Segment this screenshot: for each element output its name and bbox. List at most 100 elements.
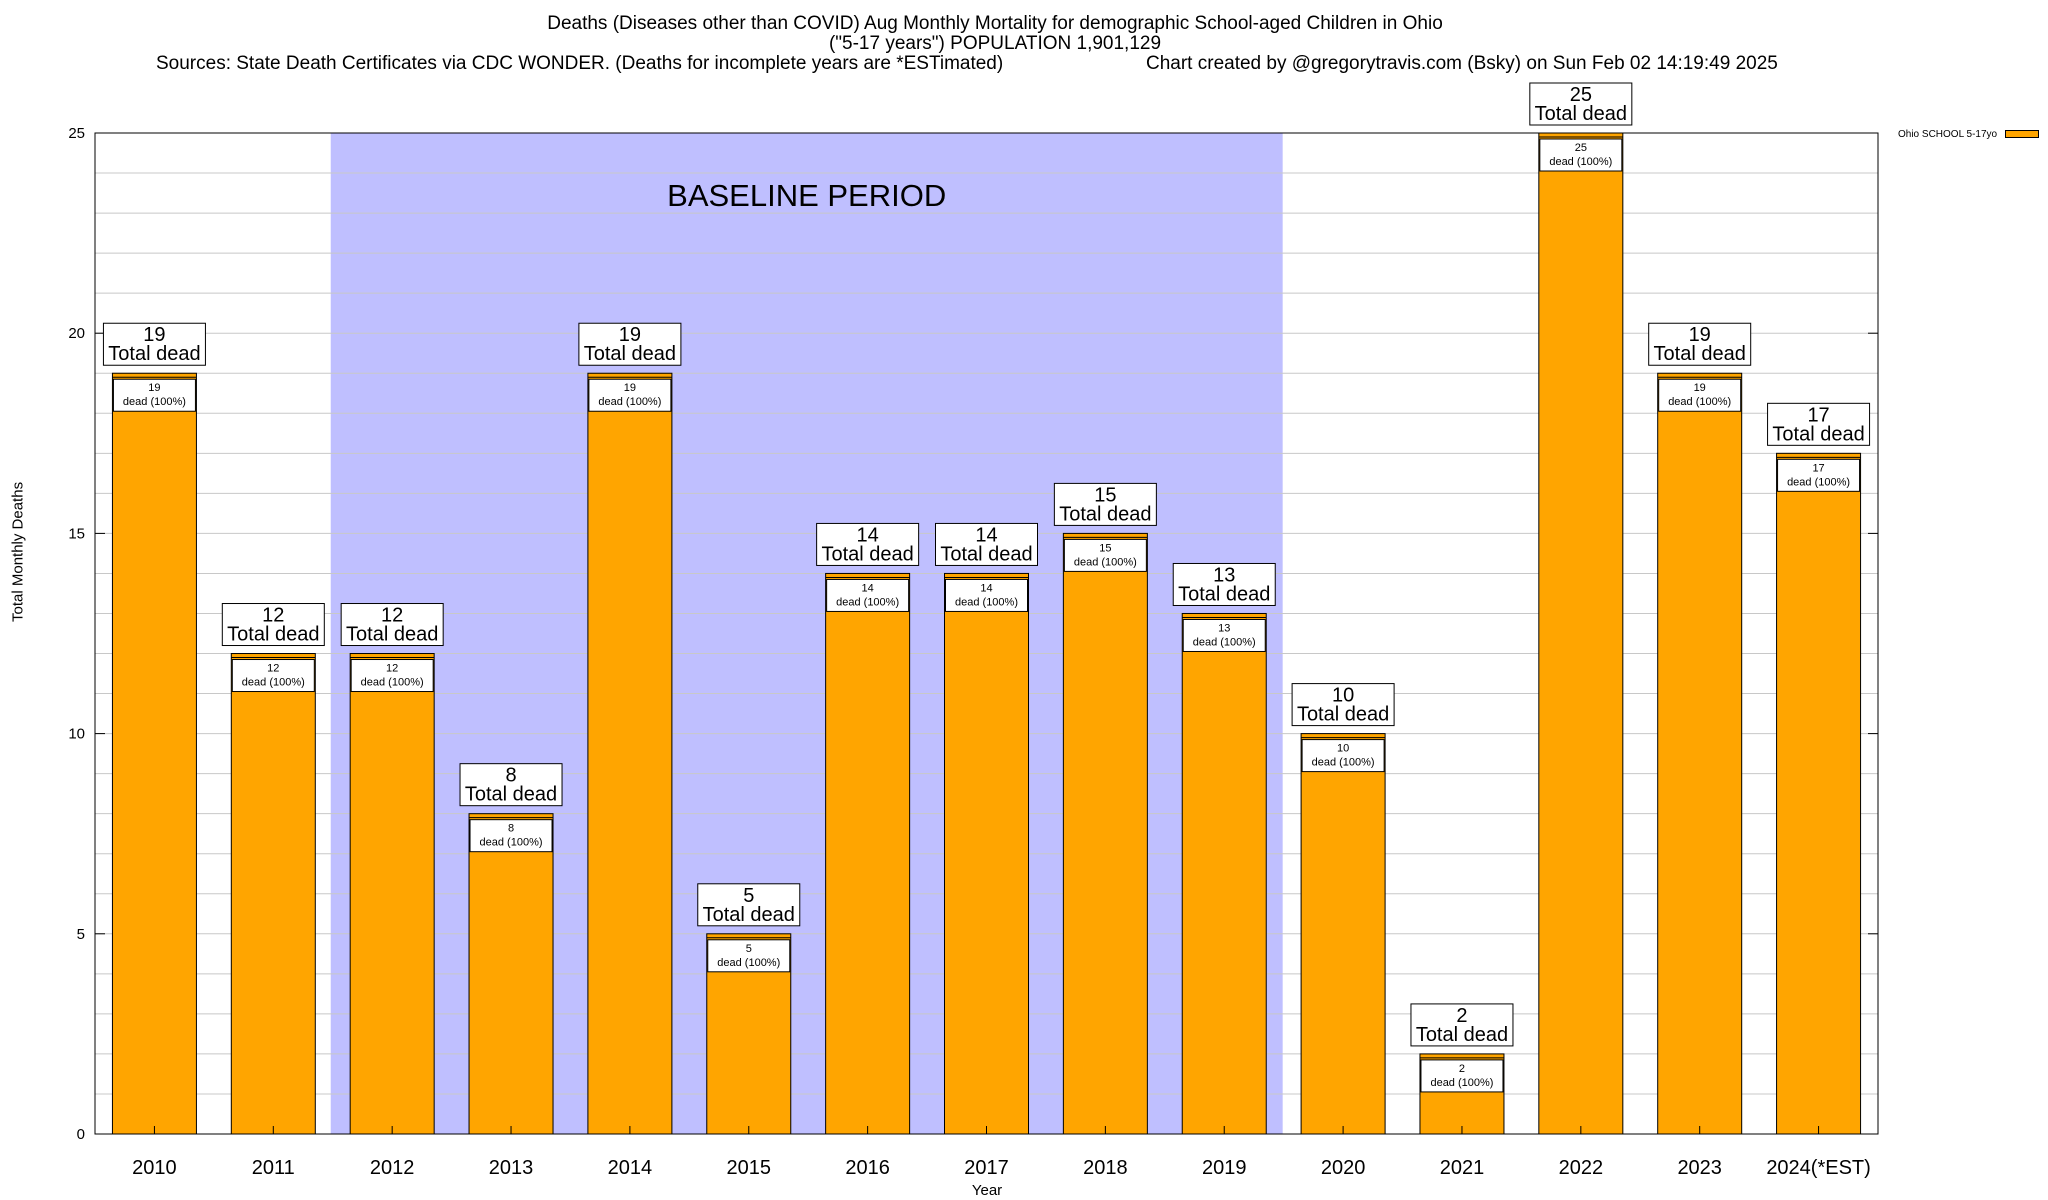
- y-tick-label: 0: [77, 1126, 85, 1143]
- y-tick-label: 15: [68, 525, 85, 542]
- chart-subtitle: ("5-17 years") POPULATION 1,901,129: [828, 33, 1162, 54]
- top-label-value: 17: [1807, 404, 1829, 426]
- top-label-value: 2: [1456, 1005, 1467, 1027]
- inner-label-value: 12: [386, 663, 398, 675]
- x-tick-label: 2018: [1083, 1157, 1128, 1179]
- bar: [1181, 612, 1267, 1135]
- top-label-box: [1172, 562, 1276, 606]
- y-axis-label: Total Monthly Deaths: [9, 481, 27, 622]
- chart-sources: Sources: State Death Certificates via CD…: [156, 53, 1004, 74]
- top-label-value: 19: [143, 324, 165, 346]
- inner-label-value: 13: [1218, 622, 1230, 634]
- inner-label-value: 2: [1459, 1063, 1465, 1075]
- baseline-label: BASELINE PERIOD: [667, 178, 946, 213]
- x-tick-label: 2017: [964, 1157, 1009, 1179]
- inner-label-box: [826, 578, 910, 612]
- inner-label-text: dead (100%): [955, 596, 1018, 608]
- inner-label-box: [350, 659, 434, 693]
- chart-credit: Chart created by @gregorytravis.com (Bsk…: [1146, 53, 1778, 74]
- top-label-box: [1410, 1003, 1514, 1047]
- x-tick-label: 2013: [489, 1157, 534, 1179]
- top-label-text: Total dead: [1416, 1024, 1508, 1046]
- inner-label-box: [1063, 538, 1147, 572]
- inner-label-value: 19: [148, 382, 160, 394]
- x-tick-label: 2023: [1677, 1157, 1722, 1179]
- top-label-value: 10: [1332, 685, 1354, 707]
- top-label-box: [1767, 402, 1871, 446]
- top-label-box: [935, 522, 1038, 566]
- top-label-value: 8: [505, 765, 516, 787]
- inner-label-box: [588, 378, 672, 412]
- x-tick-label: 2020: [1321, 1157, 1366, 1179]
- top-label-text: Total dead: [1654, 343, 1746, 365]
- bar: [468, 813, 554, 1135]
- inner-label-value: 5: [746, 943, 752, 955]
- top-label-text: Total dead: [108, 343, 200, 365]
- y-tick-label: 20: [68, 325, 85, 342]
- chart-title: Deaths (Diseases other than COVID) Aug M…: [547, 13, 1443, 34]
- top-label-text: Total dead: [1535, 103, 1627, 125]
- x-tick-label: 2014: [608, 1157, 653, 1179]
- inner-label-text: dead (100%): [598, 396, 661, 408]
- bar: [1657, 372, 1743, 1135]
- inner-label-value: 17: [1812, 462, 1824, 474]
- top-label-value: 14: [975, 524, 997, 546]
- x-axis-label: Year: [971, 1182, 1003, 1199]
- top-label-value: 12: [381, 605, 403, 627]
- inner-label-box: [945, 578, 1028, 612]
- inner-label-text: dead (100%): [1074, 556, 1137, 568]
- inner-label-value: 19: [624, 382, 636, 394]
- top-label-value: 14: [857, 524, 879, 546]
- bar: [587, 372, 673, 1135]
- top-label-value: 12: [262, 605, 284, 627]
- top-label-box: [102, 322, 206, 366]
- top-label-box: [221, 603, 325, 647]
- top-label-text: Total dead: [584, 343, 676, 365]
- inner-label-text: dead (100%): [242, 677, 305, 689]
- x-tick-label: 2010: [132, 1157, 177, 1179]
- inner-label-text: dead (100%): [1193, 636, 1256, 648]
- bar: [1538, 132, 1624, 1135]
- top-label-value: 13: [1213, 564, 1235, 586]
- inner-label-box: [1777, 458, 1861, 492]
- inner-label-box: [1420, 1059, 1504, 1093]
- inner-label-text: dead (100%): [1430, 1077, 1493, 1089]
- inner-label-value: 8: [508, 823, 514, 835]
- inner-label-box: [1539, 138, 1623, 172]
- inner-label-value: 25: [1575, 142, 1587, 154]
- top-label-box: [816, 522, 920, 566]
- inner-label-value: 14: [862, 582, 874, 594]
- bar: [349, 653, 435, 1135]
- inner-label-box: [112, 378, 196, 412]
- inner-label-text: dead (100%): [1312, 757, 1375, 769]
- top-label-box: [578, 322, 682, 366]
- inner-label-box: [1182, 618, 1266, 652]
- y-tick-label: 10: [68, 726, 85, 743]
- top-label-box: [1053, 482, 1157, 526]
- top-label-value: 19: [619, 324, 641, 346]
- inner-label-text: dead (100%): [836, 596, 899, 608]
- inner-label-value: 19: [1694, 382, 1706, 394]
- x-tick-label: 2019: [1202, 1157, 1247, 1179]
- top-label-text: Total dead: [1297, 704, 1389, 726]
- legend: Ohio SCHOOL 5-17yo: [1898, 129, 2040, 140]
- top-label-box: [1529, 82, 1633, 126]
- inner-label-text: dead (100%): [1787, 476, 1850, 488]
- inner-label-text: dead (100%): [1668, 396, 1731, 408]
- x-tick-label: 2016: [845, 1157, 890, 1179]
- top-label-text: Total dead: [465, 784, 557, 806]
- x-tick-label: 2021: [1440, 1157, 1485, 1179]
- inner-label-text: dead (100%): [480, 837, 543, 849]
- inner-label-box: [231, 659, 315, 693]
- bar: [825, 572, 911, 1135]
- y-tick-label: 5: [77, 926, 85, 943]
- top-label-value: 5: [743, 885, 754, 907]
- top-label-value: 19: [1689, 324, 1711, 346]
- legend-label: Ohio SCHOOL 5-17yo: [1898, 129, 1998, 140]
- legend-swatch: [2005, 130, 2040, 139]
- inner-label-box: [469, 819, 553, 853]
- top-label-text: Total dead: [346, 624, 438, 646]
- inner-label-box: [1301, 739, 1385, 773]
- x-tick-label: 2011: [252, 1157, 295, 1179]
- inner-label-text: dead (100%): [123, 396, 186, 408]
